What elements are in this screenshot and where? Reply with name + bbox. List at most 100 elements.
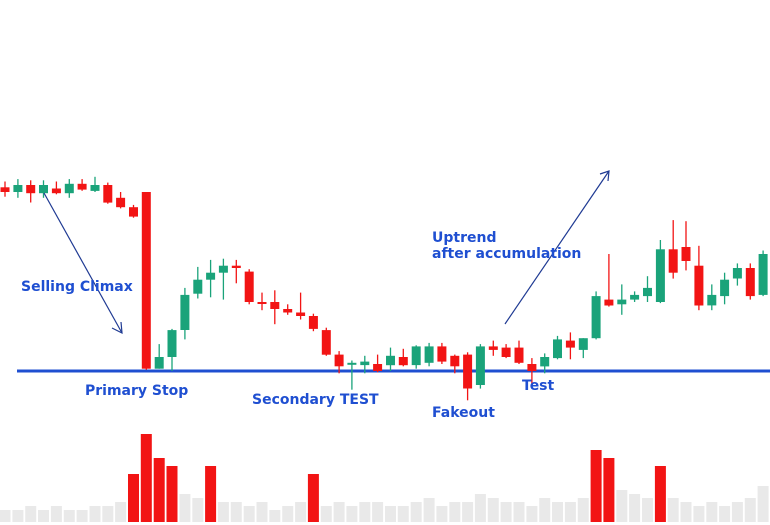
candle-up: [630, 291, 640, 302]
candle-up: [39, 180, 48, 198]
candle-down: [604, 254, 614, 307]
test-label: Test: [522, 378, 555, 394]
candle-body: [270, 302, 280, 309]
candle-body: [116, 197, 126, 208]
volume-bar: [295, 502, 307, 522]
candle-body: [450, 355, 460, 367]
volume-bar: [693, 506, 705, 522]
candle-body: [565, 340, 575, 348]
candle-body: [553, 339, 562, 359]
candle-down: [308, 313, 318, 332]
candle-body: [347, 362, 357, 365]
candle-body: [244, 271, 254, 302]
candle-body: [617, 299, 627, 305]
candle-down: [77, 179, 87, 191]
volume-bar: [629, 494, 641, 522]
candle-body: [681, 247, 691, 261]
candle-body: [373, 364, 383, 371]
candle-body: [129, 207, 138, 217]
volume-bar: [744, 498, 756, 522]
candle-body: [643, 287, 652, 297]
candle-down: [565, 332, 575, 360]
volume-bar: [526, 506, 538, 522]
candle-body: [745, 268, 755, 297]
candle-body: [167, 330, 177, 357]
candle-body: [398, 357, 408, 366]
volume-bar: [731, 502, 743, 522]
candle-body: [630, 294, 640, 300]
volume-bar: [243, 506, 255, 522]
candle-up: [193, 266, 203, 299]
volume-bar: [307, 474, 319, 522]
candle-up: [707, 284, 717, 311]
candle-body: [334, 354, 344, 367]
volume-bar: [102, 506, 114, 522]
candle-body: [141, 192, 151, 369]
candle-up: [591, 291, 601, 340]
volume-bar: [256, 502, 268, 522]
candle-down: [668, 220, 678, 279]
volume-bar: [230, 502, 242, 522]
candle-up: [347, 360, 357, 390]
volume-bar: [115, 502, 127, 522]
volume-bar: [25, 506, 37, 522]
volume-bar: [423, 498, 435, 522]
candle-up: [386, 347, 395, 371]
candle-down: [283, 304, 293, 315]
volume-bar: [500, 502, 512, 522]
candle-body: [13, 185, 23, 192]
candle-up: [643, 276, 652, 302]
candle-body: [206, 272, 216, 280]
volume-bar: [140, 434, 152, 522]
candle-up: [64, 179, 74, 198]
candle-body: [77, 183, 87, 190]
volume-bar: [539, 498, 551, 522]
candle-up: [720, 272, 730, 305]
volume-bar: [179, 494, 191, 522]
volume-bar: [616, 490, 628, 522]
volume-bar: [552, 502, 563, 522]
volume-bar: [577, 498, 589, 522]
candle-down: [373, 354, 383, 373]
candle-up: [206, 259, 216, 298]
candle-down: [116, 192, 126, 209]
volume-bar: [449, 502, 461, 522]
candle-body: [424, 346, 434, 363]
volume-bar: [642, 498, 653, 522]
candle-body: [90, 185, 100, 191]
candle-body: [296, 312, 306, 316]
candle-down: [463, 352, 473, 401]
candle-body: [514, 347, 524, 363]
candle-up: [167, 328, 177, 371]
volume-bar: [217, 502, 229, 522]
volume-bar: [76, 510, 88, 522]
candle-down: [334, 351, 344, 374]
candle-down: [681, 221, 691, 271]
candle-body: [64, 183, 74, 194]
candle-body: [231, 265, 241, 268]
candle-body: [437, 346, 447, 362]
candle-down: [694, 245, 704, 311]
volume-bar: [564, 502, 576, 522]
candle-body: [283, 309, 293, 313]
candle-down: [514, 340, 524, 364]
after-accumulation-label: after accumulation: [432, 246, 581, 262]
candle-body: [180, 294, 190, 330]
candle-up: [475, 344, 485, 389]
candle-body: [154, 357, 164, 369]
candle-body: [720, 279, 730, 297]
candle-body: [193, 279, 203, 294]
candle-down: [129, 204, 138, 218]
volume-bar: [346, 506, 358, 522]
volume-bar: [192, 498, 204, 522]
candle-down: [501, 344, 511, 359]
candle-down: [51, 181, 61, 195]
candle-body: [257, 302, 267, 304]
candle-up: [540, 353, 550, 374]
volume-bar: [38, 510, 49, 522]
candle-body: [694, 265, 704, 306]
candle-up: [90, 176, 100, 192]
volume-bar: [50, 506, 62, 522]
candle-up: [360, 355, 370, 374]
